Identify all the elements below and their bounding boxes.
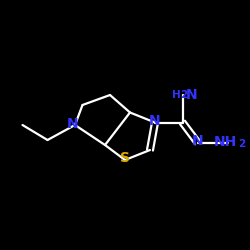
Text: NH: NH (214, 136, 236, 149)
Text: N: N (192, 134, 203, 148)
Text: N: N (186, 88, 197, 102)
Text: N: N (149, 114, 161, 128)
Text: S: S (120, 150, 130, 164)
Text: N: N (67, 117, 78, 131)
Text: 2: 2 (180, 90, 188, 100)
Text: H: H (172, 90, 180, 100)
Text: 2: 2 (238, 139, 245, 149)
